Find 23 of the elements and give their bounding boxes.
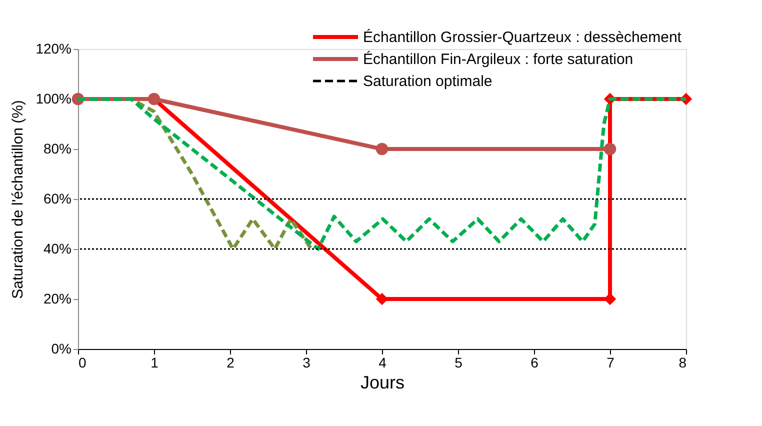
x-tick-label: 5 [454,354,463,370]
y-tick-label: 20% [43,290,72,306]
y-tick-label: 80% [43,140,72,156]
x-tick-label: 1 [150,354,159,370]
point [604,142,616,156]
legend-label: Échantillon Fin-Argileux : forte saturation [363,50,634,68]
x-tick-label: 8 [678,354,687,370]
x-tick-label: 2 [226,354,235,370]
x-axis-title: Jours [360,372,405,392]
legend-label: Échantillon Grossier-Quartzeux : dessèchement [363,28,682,46]
y-axis-title: Saturation de l'échantillon (%) [10,100,27,299]
y-tick-label: 120% [36,40,72,56]
y-tick-label: 40% [43,240,72,256]
x-tick-label: 4 [378,354,387,370]
x-tick-label: 0 [78,354,86,370]
y-tick-label: 60% [43,190,72,206]
y-tick-label: 100% [36,90,72,106]
legend-label: Saturation optimale [363,73,492,90]
x-tick-label: 7 [606,354,615,370]
x-tick-label: 6 [530,354,539,370]
y-tick-label: 0% [51,340,72,356]
point [376,142,388,156]
x-tick-label: 3 [302,354,311,370]
